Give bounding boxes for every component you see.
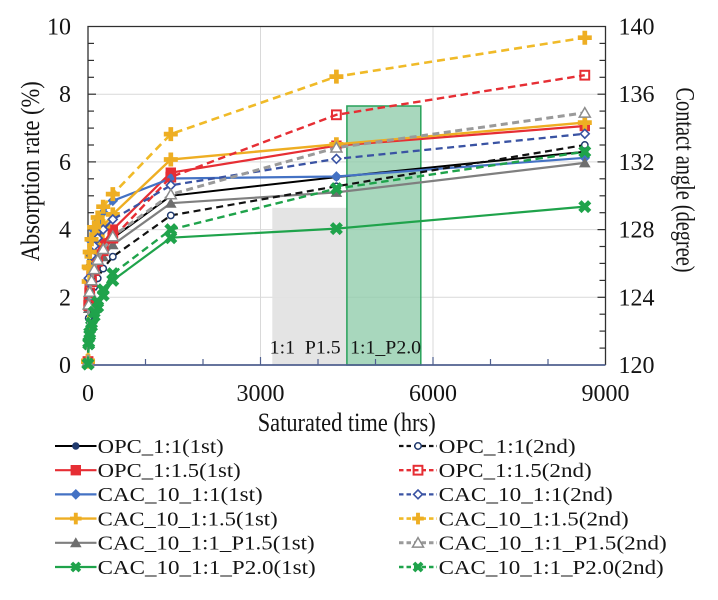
svg-text:132: 132 [619, 150, 655, 176]
svg-text:Contact angle (degree): Contact angle (degree) [671, 88, 701, 273]
svg-text:3000: 3000 [237, 381, 285, 407]
svg-text:Saturated time (hrs): Saturated time (hrs) [258, 407, 436, 437]
svg-text:Absorption rate (%): Absorption rate (%) [15, 81, 45, 261]
svg-text:6: 6 [59, 150, 71, 176]
svg-text:124: 124 [619, 285, 655, 311]
svg-text:CAC_10_1:1(1st): CAC_10_1:1(1st) [98, 484, 263, 506]
svg-text:0: 0 [59, 353, 71, 379]
svg-text:CAC_10_1:1.5(2nd): CAC_10_1:1.5(2nd) [439, 508, 629, 530]
svg-text:9000: 9000 [582, 381, 630, 407]
svg-text:CAC_10_1:1_P2.0(2nd): CAC_10_1:1_P2.0(2nd) [439, 557, 664, 579]
svg-text:1:1_P2.0: 1:1_P2.0 [350, 338, 421, 359]
svg-text:OPC_1:1(1st): OPC_1:1(1st) [98, 436, 224, 458]
svg-text:CAC_10_1:1_P1.5(2nd): CAC_10_1:1_P1.5(2nd) [439, 533, 667, 555]
svg-text:4: 4 [59, 218, 71, 244]
svg-text:6000: 6000 [409, 381, 457, 407]
svg-text:136: 136 [619, 82, 655, 108]
svg-text:120: 120 [619, 353, 655, 379]
svg-text:2: 2 [59, 285, 71, 311]
svg-text:OPC_1:1.5(1st): OPC_1:1.5(1st) [98, 460, 241, 482]
svg-text:128: 128 [619, 218, 655, 244]
svg-text:0: 0 [82, 381, 94, 407]
svg-text:CAC_10_1:1(2nd): CAC_10_1:1(2nd) [439, 484, 613, 506]
svg-text:1:1 P1.5: 1:1 P1.5 [270, 338, 341, 359]
svg-text:CAC_10_1:1.5(1st): CAC_10_1:1.5(1st) [98, 508, 278, 530]
svg-text:OPC_1:1(2nd): OPC_1:1(2nd) [439, 436, 576, 458]
svg-text:8: 8 [59, 82, 71, 108]
svg-text:CAC_10_1:1_P2.0(1st): CAC_10_1:1_P2.0(1st) [98, 557, 316, 579]
svg-text:10: 10 [47, 15, 71, 41]
svg-text:CAC_10_1:1_P1.5(1st): CAC_10_1:1_P1.5(1st) [98, 533, 315, 555]
svg-text:OPC_1:1.5(2nd): OPC_1:1.5(2nd) [439, 460, 592, 482]
svg-text:140: 140 [619, 15, 655, 41]
